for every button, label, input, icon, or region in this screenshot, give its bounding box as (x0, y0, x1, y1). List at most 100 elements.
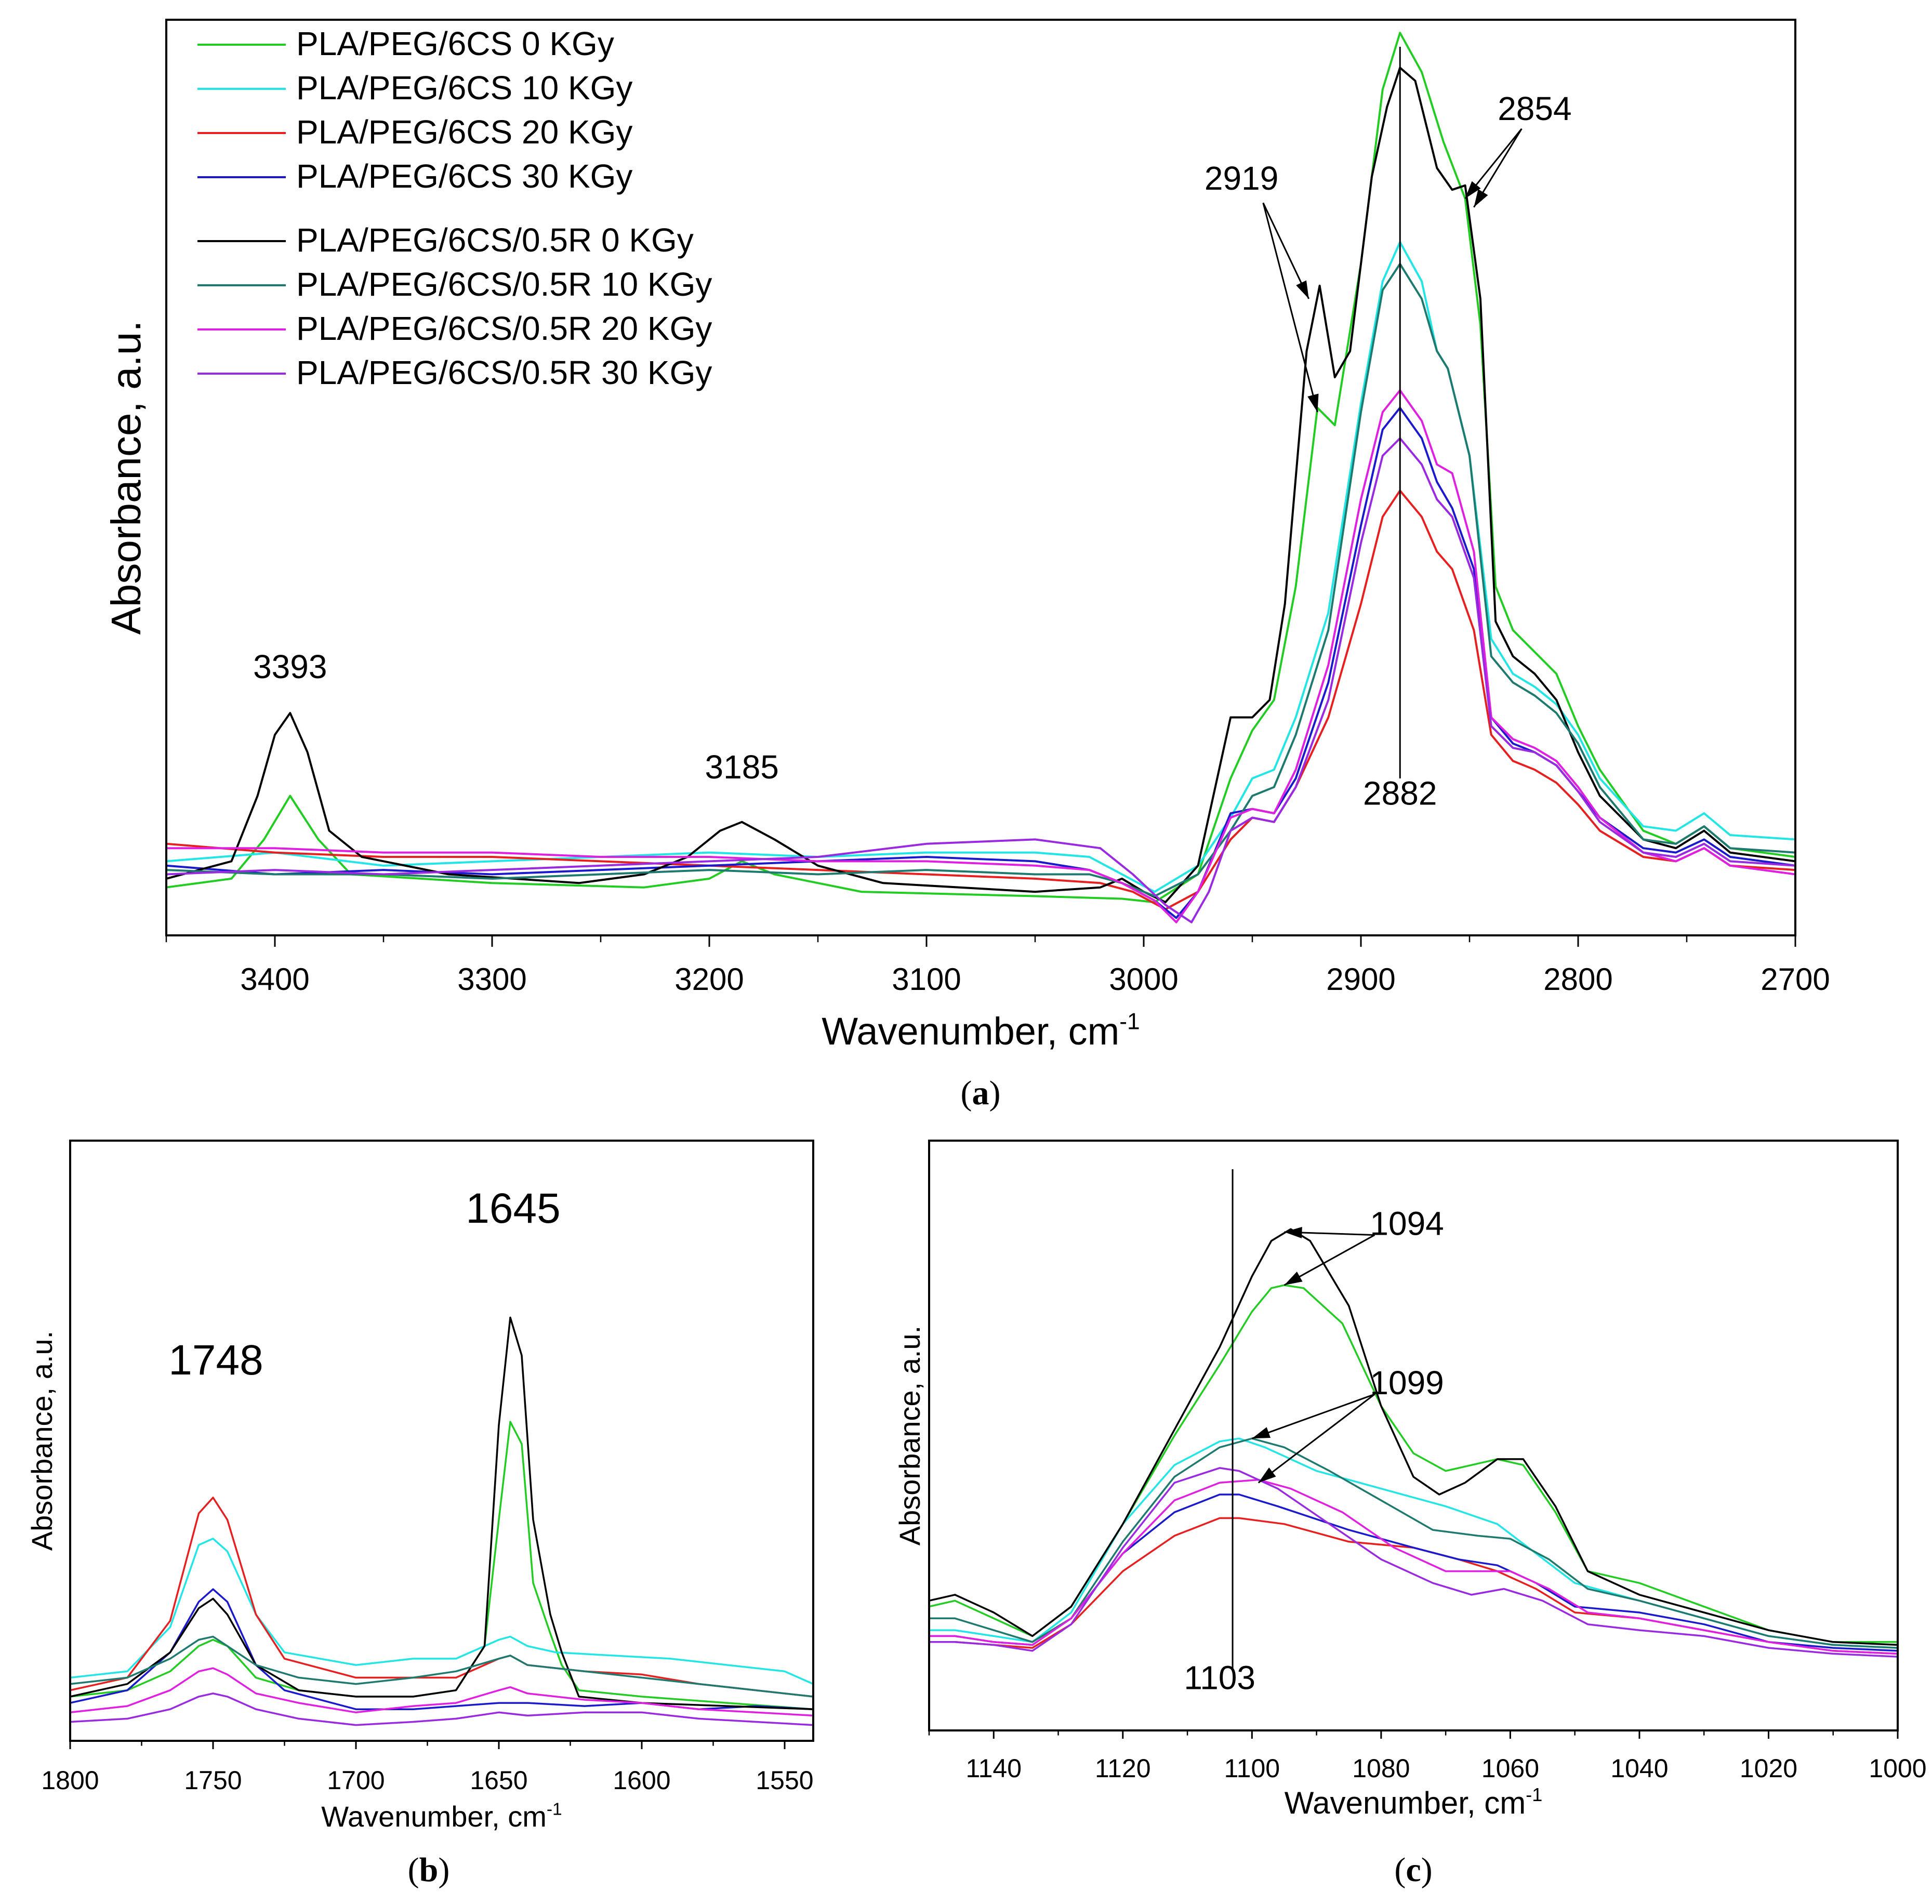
annotation-arrowhead (1465, 181, 1481, 199)
x-tick-label: 1650 (470, 1766, 527, 1795)
plot-frame (928, 1140, 1899, 1731)
y-axis-label: Absorbance, a.u. (25, 1331, 58, 1551)
panel-caption-letter: c (1406, 1851, 1421, 1889)
x-tick-label: 3000 (1109, 962, 1178, 997)
series-line-r10 (929, 1437, 1898, 1649)
series-group (929, 1228, 1898, 1658)
x-tick-label: 3400 (240, 962, 309, 997)
series-line-r10 (166, 262, 1795, 897)
panel-caption-open: ( (1394, 1851, 1406, 1889)
x-axis-label-superscript: -1 (1119, 1009, 1140, 1034)
legend-label: PLA/PEG/6CS/0.5R 20 KGy (296, 310, 712, 347)
panel-caption-close: ) (1421, 1851, 1433, 1889)
peak-label: 1103 (1184, 1659, 1255, 1697)
legend-label: PLA/PEG/6CS 10 KGy (296, 69, 632, 107)
x-axis-label-text: Wavenumber, cm (822, 1010, 1119, 1053)
series-group (166, 32, 1795, 923)
peak-label: 1094 (1370, 1205, 1444, 1242)
panel-caption-open: ( (961, 1074, 972, 1112)
panel-b: 1800 1750 1700 1650 1600 1550 Wavenumber, cm-1… (25, 1140, 814, 1889)
panel-caption: (b) (408, 1851, 450, 1889)
x-tick-label: 1100 (1224, 1754, 1280, 1783)
peak-label: 2854 (1498, 90, 1571, 127)
legend-label: PLA/PEG/6CS 30 KGy (296, 157, 632, 195)
x-axis-label-text: Wavenumber, cm (1285, 1786, 1526, 1820)
series-line-r0 (166, 67, 1795, 904)
y-axis-label: Absorbance, a.u. (103, 321, 149, 635)
x-tick-label: 3300 (457, 962, 526, 997)
x-tick-label: 1700 (327, 1766, 385, 1795)
x-tick-label: 1040 (1610, 1754, 1668, 1783)
annotation-arrowhead (1474, 189, 1488, 207)
legend-label: PLA/PEG/6CS 0 KGy (296, 25, 614, 62)
x-tick-label: 1140 (966, 1754, 1022, 1783)
plot-frame (69, 1140, 814, 1742)
peak-label: 2919 (1205, 160, 1278, 197)
panel-caption: (c) (1394, 1851, 1432, 1889)
x-tick-label: 1060 (1481, 1754, 1539, 1783)
peak-label: 1748 (168, 1337, 263, 1384)
x-tick-label: 1550 (756, 1766, 813, 1795)
annotation-arrow-line (1251, 1393, 1375, 1439)
panel-c: 1140 1120 1100 1080 1060 1040 1020 1000 Wavenumb… (893, 1140, 1927, 1889)
x-tick-label: 1080 (1352, 1754, 1410, 1783)
x-axis-label: Wavenumber, cm-1 (822, 1009, 1140, 1053)
peak-label: 1645 (466, 1185, 560, 1232)
annotation-arrowhead (1258, 1467, 1276, 1483)
x-axis-label: Wavenumber, cm-1 (321, 1800, 562, 1833)
series-line-r10 (70, 1635, 813, 1698)
plot-frame (165, 19, 1796, 936)
peak-label: 3185 (705, 748, 779, 786)
series-line-r30 (929, 1467, 1898, 1658)
panel-caption-letter: b (419, 1851, 439, 1889)
annotation-arrow-line (1262, 202, 1310, 299)
x-tick-label: 3200 (674, 962, 744, 997)
panel-caption: (a) (961, 1074, 1001, 1112)
x-tick-label: 3100 (892, 962, 961, 997)
x-tick-label: 1800 (41, 1766, 99, 1795)
panel-caption-letter: a (972, 1074, 989, 1112)
series-line-r30 (70, 1693, 813, 1726)
panel-caption-close: ) (438, 1851, 449, 1889)
x-axis-label-superscript: -1 (1526, 1784, 1542, 1805)
annotation-arrowhead (1252, 1427, 1271, 1439)
legend-label: PLA/PEG/6CS/0.5R 0 KGy (296, 221, 694, 259)
series-line-s20 (166, 490, 1795, 910)
x-tick-label: 1600 (613, 1766, 670, 1795)
annotation-arrow-line (1262, 203, 1318, 413)
peak-label: 1099 (1370, 1364, 1444, 1401)
x-axis-label: Wavenumber, cm-1 (1285, 1784, 1543, 1820)
legend: PLA/PEG/6CS 0 KGy PLA/PEG/6CS 10 KGy PLA/P… (197, 25, 712, 391)
x-tick-label: 1750 (184, 1766, 242, 1795)
annotation-arrowhead (1307, 393, 1319, 413)
series-line-r0 (929, 1228, 1898, 1646)
panel-caption-open: ( (408, 1851, 419, 1889)
series-line-r20 (929, 1478, 1898, 1655)
x-tick-label: 1020 (1740, 1754, 1797, 1783)
series-line-s10 (70, 1538, 813, 1685)
legend-label: PLA/PEG/6CS/0.5R 30 KGy (296, 354, 712, 391)
series-line-s10 (166, 241, 1795, 893)
x-tick-label: 2700 (1761, 962, 1830, 997)
annotation-arrow-line (1258, 1393, 1375, 1484)
legend-label: PLA/PEG/6CS/0.5R 10 KGy (296, 266, 712, 303)
series-line-s0 (166, 32, 1795, 904)
series-group (70, 1316, 813, 1726)
series-line-r20 (70, 1667, 813, 1717)
series-line-r30 (166, 437, 1795, 923)
x-tick-label: 2800 (1543, 962, 1612, 997)
x-axis-label-text: Wavenumber, cm (321, 1800, 547, 1833)
peak-label: 3393 (253, 648, 327, 685)
annotation-arrowhead (1284, 1227, 1302, 1239)
x-axis-label-superscript: -1 (547, 1800, 562, 1819)
x-tick-label: 1120 (1095, 1754, 1151, 1783)
panel-caption-close: ) (989, 1074, 1001, 1112)
legend-label: PLA/PEG/6CS 20 KGy (296, 113, 632, 151)
annotation-arrowhead (1284, 1271, 1303, 1286)
peak-label: 2882 (1363, 774, 1437, 812)
x-tick-label: 2900 (1326, 962, 1395, 997)
x-tick-label: 1000 (1869, 1754, 1926, 1783)
panel-a: 3400 3300 3200 3100 3000 2900 2800 2700 Wavenumb… (103, 19, 1830, 1112)
y-axis-label: Absorbance, a.u. (893, 1326, 926, 1545)
